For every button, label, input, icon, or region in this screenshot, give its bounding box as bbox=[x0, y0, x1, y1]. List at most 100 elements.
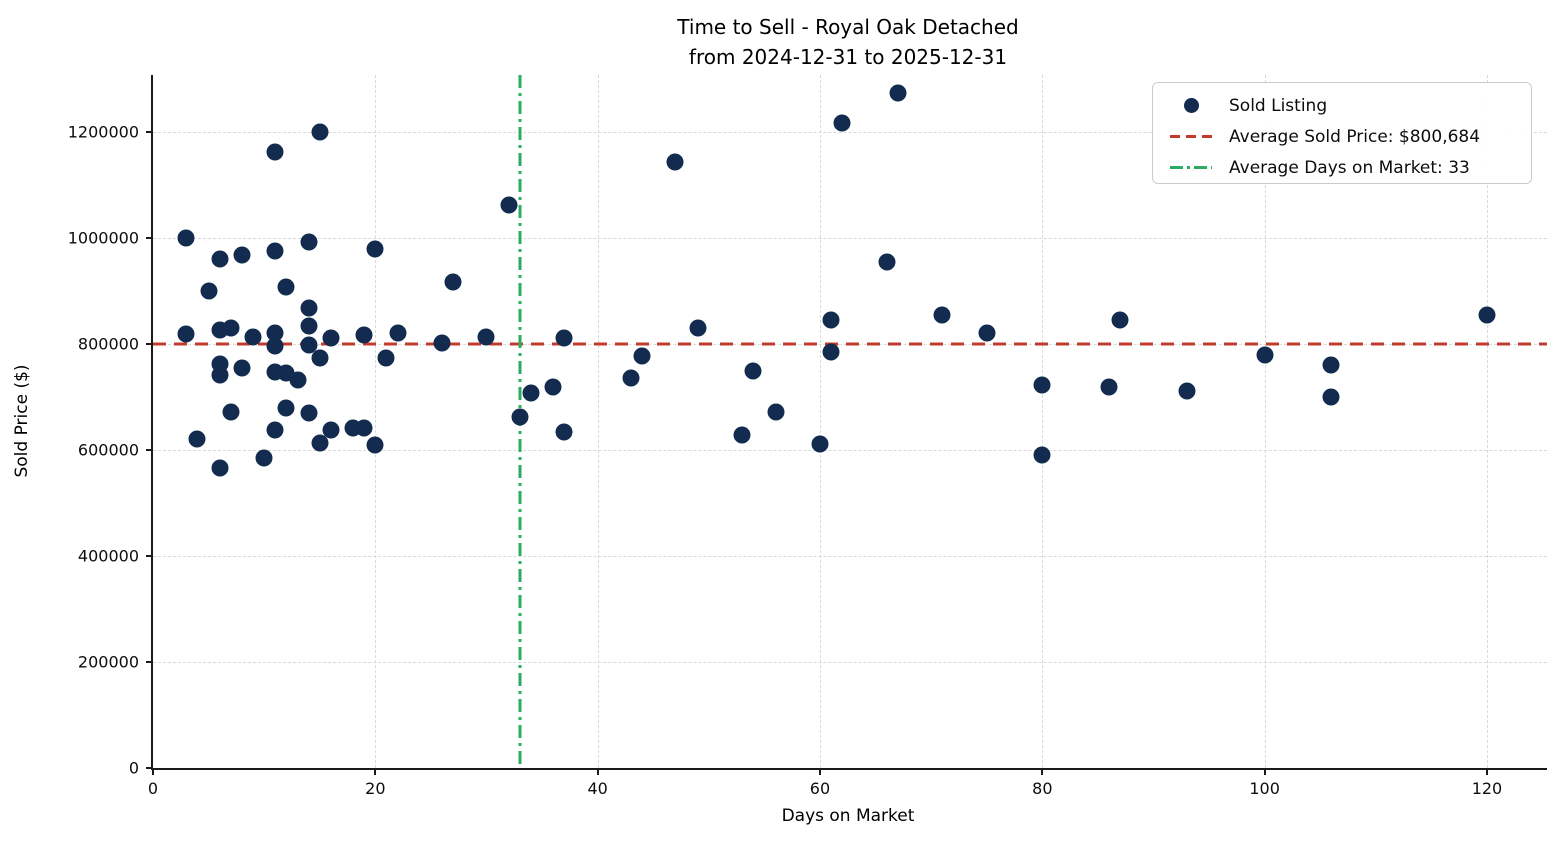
x-tick-label: 120 bbox=[1471, 779, 1503, 798]
scatter-point bbox=[1100, 378, 1118, 396]
legend-row: Sold Listing bbox=[1167, 90, 1531, 121]
sold-listing-marker-glyph bbox=[1183, 98, 1199, 113]
legend: Sold Listing Average Sold Price: $800,684… bbox=[1152, 82, 1532, 184]
scatter-point bbox=[811, 435, 829, 453]
legend-label: Sold Listing bbox=[1229, 95, 1328, 116]
scatter-point bbox=[244, 328, 262, 346]
scatter-point bbox=[555, 329, 573, 347]
scatter-point bbox=[300, 299, 318, 317]
scatter-point bbox=[300, 336, 318, 354]
x-gridline bbox=[819, 75, 821, 768]
scatter-point bbox=[177, 229, 195, 247]
average-days-on-market-marker-glyph bbox=[1170, 166, 1212, 169]
chart-title: Time to Sell - Royal Oak Detached from 2… bbox=[151, 12, 1545, 72]
scatter-point bbox=[211, 250, 229, 268]
x-tick-label: 20 bbox=[365, 779, 386, 798]
x-tick-label: 80 bbox=[1032, 779, 1053, 798]
scatter-point bbox=[366, 240, 384, 258]
y-tick-label: 1200000 bbox=[67, 122, 139, 142]
y-tick-mark bbox=[146, 343, 153, 346]
y-tick-mark bbox=[146, 131, 153, 134]
scatter-point bbox=[978, 324, 996, 342]
scatter-point bbox=[1033, 446, 1051, 464]
scatter-point bbox=[277, 278, 295, 296]
x-gridline bbox=[1042, 75, 1044, 768]
scatter-point bbox=[666, 153, 684, 171]
scatter-point bbox=[311, 434, 329, 452]
scatter-point bbox=[255, 449, 273, 467]
y-tick-label: 1000000 bbox=[67, 228, 139, 248]
y-tick-label: 600000 bbox=[77, 440, 139, 460]
x-tick-label: 60 bbox=[809, 779, 831, 798]
y-gridline bbox=[153, 132, 1547, 134]
scatter-point bbox=[222, 403, 240, 421]
scatter-point bbox=[177, 325, 195, 343]
scatter-point bbox=[878, 253, 896, 271]
x-tick-label: 0 bbox=[147, 779, 159, 798]
y-tick-mark bbox=[146, 767, 153, 769]
scatter-point bbox=[555, 423, 573, 441]
scatter-point bbox=[733, 426, 751, 444]
average-sold-price-marker-glyph bbox=[1170, 135, 1212, 138]
chart-title-line1: Time to Sell - Royal Oak Detached bbox=[677, 15, 1019, 39]
y-gridline bbox=[153, 662, 1547, 663]
scatter-point bbox=[889, 84, 907, 102]
scatter-point bbox=[233, 246, 251, 264]
scatter-point bbox=[1322, 356, 1340, 374]
scatter-point bbox=[322, 329, 340, 347]
scatter-point bbox=[500, 196, 518, 214]
scatter-point bbox=[355, 326, 373, 343]
legend-row: Average Days on Market: 33 bbox=[1167, 152, 1531, 183]
scatter-point bbox=[377, 349, 395, 367]
scatter-point bbox=[366, 436, 384, 454]
scatter-point bbox=[822, 311, 840, 329]
scatter-point bbox=[744, 362, 762, 380]
scatter-point bbox=[522, 384, 540, 402]
scatter-point bbox=[311, 123, 329, 141]
x-tick-mark bbox=[818, 768, 821, 775]
y-tick-label: 800000 bbox=[77, 334, 139, 354]
y-tick-mark bbox=[146, 661, 153, 663]
scatter-point bbox=[266, 143, 284, 161]
scatter-point bbox=[300, 404, 318, 422]
legend-label: Average Sold Price: $800,684 bbox=[1229, 126, 1481, 147]
legend-label: Average Days on Market: 33 bbox=[1229, 157, 1470, 178]
scatter-point bbox=[444, 273, 462, 291]
x-tick-label: 100 bbox=[1249, 779, 1280, 798]
legend-row: Average Sold Price: $800,684 bbox=[1167, 121, 1531, 152]
scatter-point bbox=[266, 421, 284, 439]
scatter-point bbox=[266, 242, 284, 260]
x-tick-mark bbox=[596, 768, 599, 775]
y-tick-label: 400000 bbox=[77, 546, 139, 566]
x-tick-mark bbox=[374, 768, 377, 775]
scatter-point bbox=[300, 233, 318, 251]
x-tick-mark bbox=[1485, 768, 1488, 775]
scatter-point bbox=[767, 403, 785, 421]
scatter-point bbox=[1111, 311, 1129, 329]
x-gridline bbox=[1486, 75, 1488, 768]
x-tick-label: 40 bbox=[587, 779, 608, 798]
y-tick-mark bbox=[146, 449, 153, 452]
scatter-point bbox=[933, 306, 951, 324]
scatter-point bbox=[1033, 376, 1051, 394]
scatter-point bbox=[289, 371, 306, 389]
scatter-point bbox=[300, 317, 318, 335]
scatter-point bbox=[188, 430, 206, 448]
sold-listing-marker bbox=[1167, 98, 1215, 113]
x-gridline bbox=[597, 75, 599, 768]
scatter-point bbox=[1322, 388, 1340, 406]
scatter-point bbox=[544, 378, 562, 396]
scatter-point bbox=[266, 324, 284, 342]
scatter-point bbox=[322, 421, 340, 439]
y-gridline bbox=[153, 238, 1547, 240]
scatter-point bbox=[211, 459, 229, 477]
y-tick-mark bbox=[146, 237, 153, 240]
scatter-point bbox=[355, 419, 373, 437]
scatter-point bbox=[511, 408, 529, 426]
scatter-point bbox=[222, 319, 240, 337]
x-tick-mark bbox=[1041, 768, 1044, 775]
x-gridline bbox=[1264, 75, 1266, 768]
scatter-point bbox=[689, 319, 707, 337]
y-gridline bbox=[153, 450, 1547, 452]
